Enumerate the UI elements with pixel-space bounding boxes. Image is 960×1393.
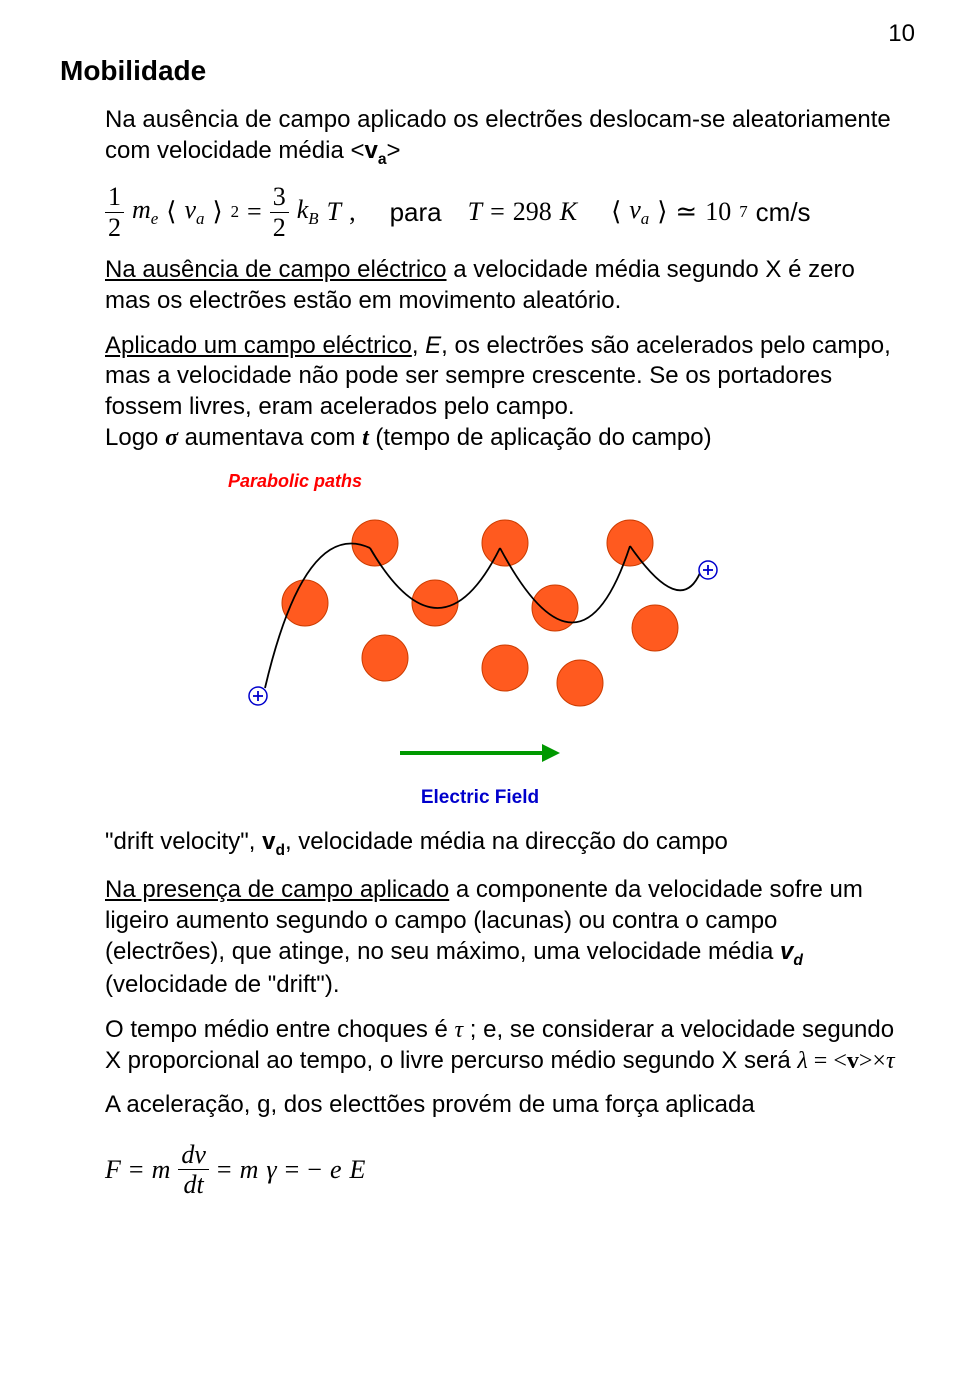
paragraph-7: A aceleração, g, dos electtões provém de… <box>105 1090 900 1121</box>
diagram: Parabolic paths Electric Field <box>210 471 750 809</box>
m: m <box>152 1155 171 1185</box>
eq: = < <box>808 1048 847 1074</box>
text: "drift velocity", <box>105 828 262 855</box>
electron-drift-diagram <box>210 498 750 778</box>
v-a: va <box>184 195 204 229</box>
text-underline: Na presença de campo aplicado <box>105 876 449 903</box>
text: aumentava com <box>178 424 362 451</box>
fraction-three-half: 3 2 <box>270 183 289 241</box>
angle-right: ⟩ <box>212 197 222 227</box>
text: (tempo de aplicação do campo) <box>369 424 712 451</box>
minus: − <box>307 1155 322 1185</box>
tau: τ <box>455 1017 464 1043</box>
page: 10 Mobilidade Na ausência de campo aplic… <box>0 0 960 1233</box>
para-label: para <box>390 197 442 228</box>
paragraph-4: "drift velocity", vd, velocidade média n… <box>105 827 900 861</box>
equation-2: F = m dv dt = m γ = −eE <box>105 1141 900 1199</box>
vd: vd <box>262 828 285 855</box>
sigma: σ <box>165 425 178 451</box>
T: T <box>327 197 341 227</box>
K: K <box>560 197 577 227</box>
equals: = <box>285 1155 300 1185</box>
m2: m <box>240 1155 259 1185</box>
fraction-half: 1 2 <box>105 183 124 241</box>
text-underline: Aplicado um campo eléctrico <box>105 332 412 359</box>
equals: = <box>217 1155 232 1185</box>
equals: = <box>247 197 262 227</box>
text: O tempo médio entre choques é <box>105 1016 455 1043</box>
fraction-dvdt: dv dt <box>178 1141 209 1199</box>
exp7: 7 <box>739 202 747 222</box>
gamma: γ <box>266 1155 276 1185</box>
symbol-va: va <box>364 137 386 164</box>
equation-1: 1 2 me ⟨ va ⟩ 2 = 3 2 kB T, para T = 298 K ⟨ v… <box>105 183 900 241</box>
page-number: 10 <box>888 20 915 48</box>
v: v <box>847 1048 859 1074</box>
text: > <box>387 137 401 164</box>
text: (velocidade de "drift"). <box>105 971 339 998</box>
equals: = <box>490 197 505 227</box>
v-a-2: va <box>629 195 649 229</box>
text-underline: Na ausência de campo eléctrico <box>105 256 447 283</box>
paragraph-3: Aplicado um campo eléctrico, E, os elect… <box>105 331 900 454</box>
T-value: 298 <box>513 197 552 227</box>
e: e <box>330 1155 342 1185</box>
F: F <box>105 1155 121 1185</box>
equals: = <box>129 1155 144 1185</box>
m-e: me <box>132 195 158 229</box>
text: Na ausência de campo aplicado os electrõ… <box>105 106 891 164</box>
E: E <box>349 1155 365 1185</box>
text: , velocidade média na direcção do campo <box>285 828 728 855</box>
text: , <box>412 332 425 359</box>
diagram-label-field: Electric Field <box>210 787 750 809</box>
page-title: Mobilidade <box>60 55 900 87</box>
paragraph-1: Na ausência de campo aplicado os electrõ… <box>105 105 900 169</box>
squared: 2 <box>231 202 239 222</box>
tau: τ <box>886 1048 895 1074</box>
cms: cm/s <box>756 197 811 228</box>
angle-left: ⟨ <box>611 197 621 227</box>
T2: T <box>468 197 482 227</box>
text: >× <box>859 1048 886 1074</box>
paragraph-5: Na presença de campo aplicado a componen… <box>105 875 900 1001</box>
diagram-label-parabolic: Parabolic paths <box>228 471 750 492</box>
angle-left: ⟨ <box>166 197 176 227</box>
lambda: λ <box>797 1048 807 1074</box>
approx: ≃ <box>675 197 697 227</box>
kB: kB <box>297 195 319 229</box>
vd: vd <box>780 938 803 965</box>
comma: , <box>349 197 356 227</box>
ten: 10 <box>705 197 731 227</box>
angle-right: ⟩ <box>657 197 667 227</box>
text: Logo <box>105 424 165 451</box>
paragraph-2: Na ausência de campo eléctrico a velocid… <box>105 255 900 316</box>
t: t <box>362 425 369 451</box>
paragraph-6: O tempo médio entre choques é τ ; e, se … <box>105 1015 900 1076</box>
E: E <box>425 332 441 359</box>
